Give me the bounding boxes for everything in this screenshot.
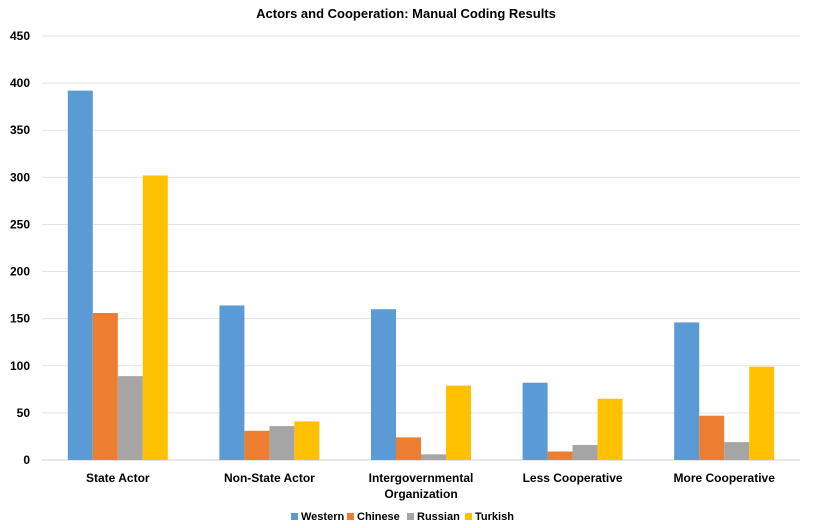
legend-swatch bbox=[291, 513, 298, 520]
x-category-label: Less Cooperative bbox=[523, 471, 623, 485]
legend-label: Chinese bbox=[357, 511, 400, 523]
bar-russian bbox=[421, 454, 446, 460]
bar-western bbox=[219, 305, 245, 460]
legend-swatch bbox=[347, 513, 354, 520]
x-category-label: State Actor bbox=[86, 471, 150, 485]
bar-russian bbox=[572, 444, 598, 460]
y-tick-label: 350 bbox=[10, 123, 30, 137]
bar-turkish bbox=[446, 385, 471, 460]
x-category-label: Intergovernmental Organization bbox=[369, 471, 474, 501]
legend-label: Russian bbox=[417, 511, 460, 523]
y-tick-label: 50 bbox=[17, 406, 31, 420]
bar-chinese bbox=[547, 451, 573, 460]
y-tick-label: 100 bbox=[10, 359, 30, 373]
bar-turkish bbox=[294, 421, 320, 460]
bar-russian bbox=[269, 426, 295, 460]
bar-turkish bbox=[749, 366, 775, 460]
y-tick-label: 150 bbox=[10, 312, 30, 326]
chart-title: Actors and Cooperation: Manual Coding Re… bbox=[256, 6, 556, 21]
legend-item-chinese: Chinese bbox=[347, 511, 400, 523]
y-tick-label: 400 bbox=[10, 76, 30, 90]
legend-item-turkish: Turkish bbox=[465, 511, 514, 523]
y-tick-label: 250 bbox=[10, 217, 30, 231]
legend-item-western: Western bbox=[291, 511, 344, 523]
y-tick-label: 0 bbox=[23, 453, 30, 467]
bars bbox=[67, 90, 775, 460]
legend: Western Chinese Russian Turkish bbox=[291, 511, 514, 523]
x-category-label: More Cooperative bbox=[674, 471, 776, 485]
y-tick-label: 300 bbox=[10, 170, 30, 184]
legend-swatch bbox=[407, 513, 414, 520]
x-axis-categories: State Actor Non-State Actor Intergovernmen… bbox=[86, 471, 775, 501]
legend-label: Western bbox=[301, 511, 344, 523]
y-tick-label: 450 bbox=[10, 29, 30, 43]
gridlines bbox=[42, 35, 800, 461]
legend-item-russian: Russian bbox=[407, 511, 460, 523]
legend-swatch bbox=[465, 513, 472, 520]
bar-chinese bbox=[92, 313, 118, 460]
bar-western bbox=[371, 309, 396, 460]
bar-western bbox=[67, 90, 93, 460]
bar-russian bbox=[724, 442, 750, 460]
bar-russian bbox=[117, 376, 143, 460]
legend-label: Turkish bbox=[475, 511, 514, 523]
y-tick-label: 200 bbox=[10, 265, 30, 279]
bar-western bbox=[674, 322, 700, 460]
x-category-label: Non-State Actor bbox=[224, 471, 315, 485]
bar-turkish bbox=[597, 398, 623, 460]
bar-turkish bbox=[142, 175, 168, 460]
bar-western bbox=[522, 382, 548, 460]
y-axis-ticks: 0 50 100 150 200 250 300 350 400 450 bbox=[10, 29, 30, 467]
bar-chinese bbox=[699, 415, 725, 460]
bar-chinese bbox=[244, 430, 270, 460]
bar-chinese bbox=[396, 437, 421, 460]
